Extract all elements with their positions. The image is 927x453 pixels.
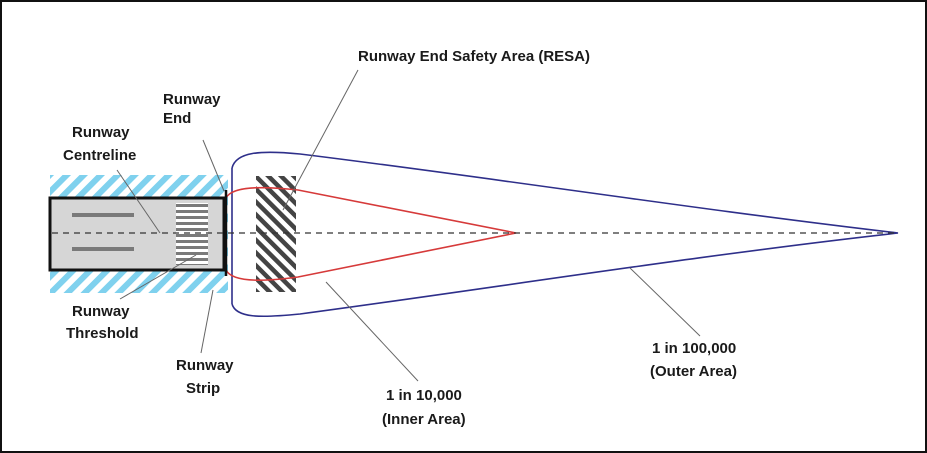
label-runway-end-line2: End	[163, 110, 191, 127]
leader-resa	[282, 69, 359, 211]
label-centreline-line1: Runway	[72, 124, 130, 141]
label-inner-area-line1: 1 in 10,000	[386, 387, 462, 404]
leader-strip	[200, 289, 214, 354]
label-threshold-line1: Runway	[72, 303, 130, 320]
leader-threshold	[119, 254, 197, 300]
label-centreline-line2: Centreline	[63, 147, 136, 164]
label-resa: Runway End Safety Area (RESA)	[358, 48, 590, 65]
resa-area	[256, 176, 296, 292]
leader-inner-area	[325, 281, 419, 382]
runway-marking-upper	[72, 213, 134, 217]
leader-outer-area	[629, 267, 701, 337]
outer-area-contour	[231, 151, 899, 318]
label-outer-area-line1: 1 in 100,000	[652, 340, 736, 357]
label-strip-line1: Runway	[176, 357, 234, 374]
leader-centreline	[116, 169, 161, 234]
runway-threshold-markings	[176, 203, 208, 265]
runway-marking-lower	[72, 247, 134, 251]
leader-runway-end	[202, 139, 225, 192]
label-strip-line2: Strip	[186, 380, 220, 397]
label-inner-area-line2: (Inner Area)	[382, 411, 466, 428]
label-outer-area-line2: (Outer Area)	[650, 363, 737, 380]
label-threshold-line2: Threshold	[66, 325, 139, 342]
label-runway-end-line1: Runway	[163, 91, 221, 108]
leader-lines	[116, 69, 701, 382]
